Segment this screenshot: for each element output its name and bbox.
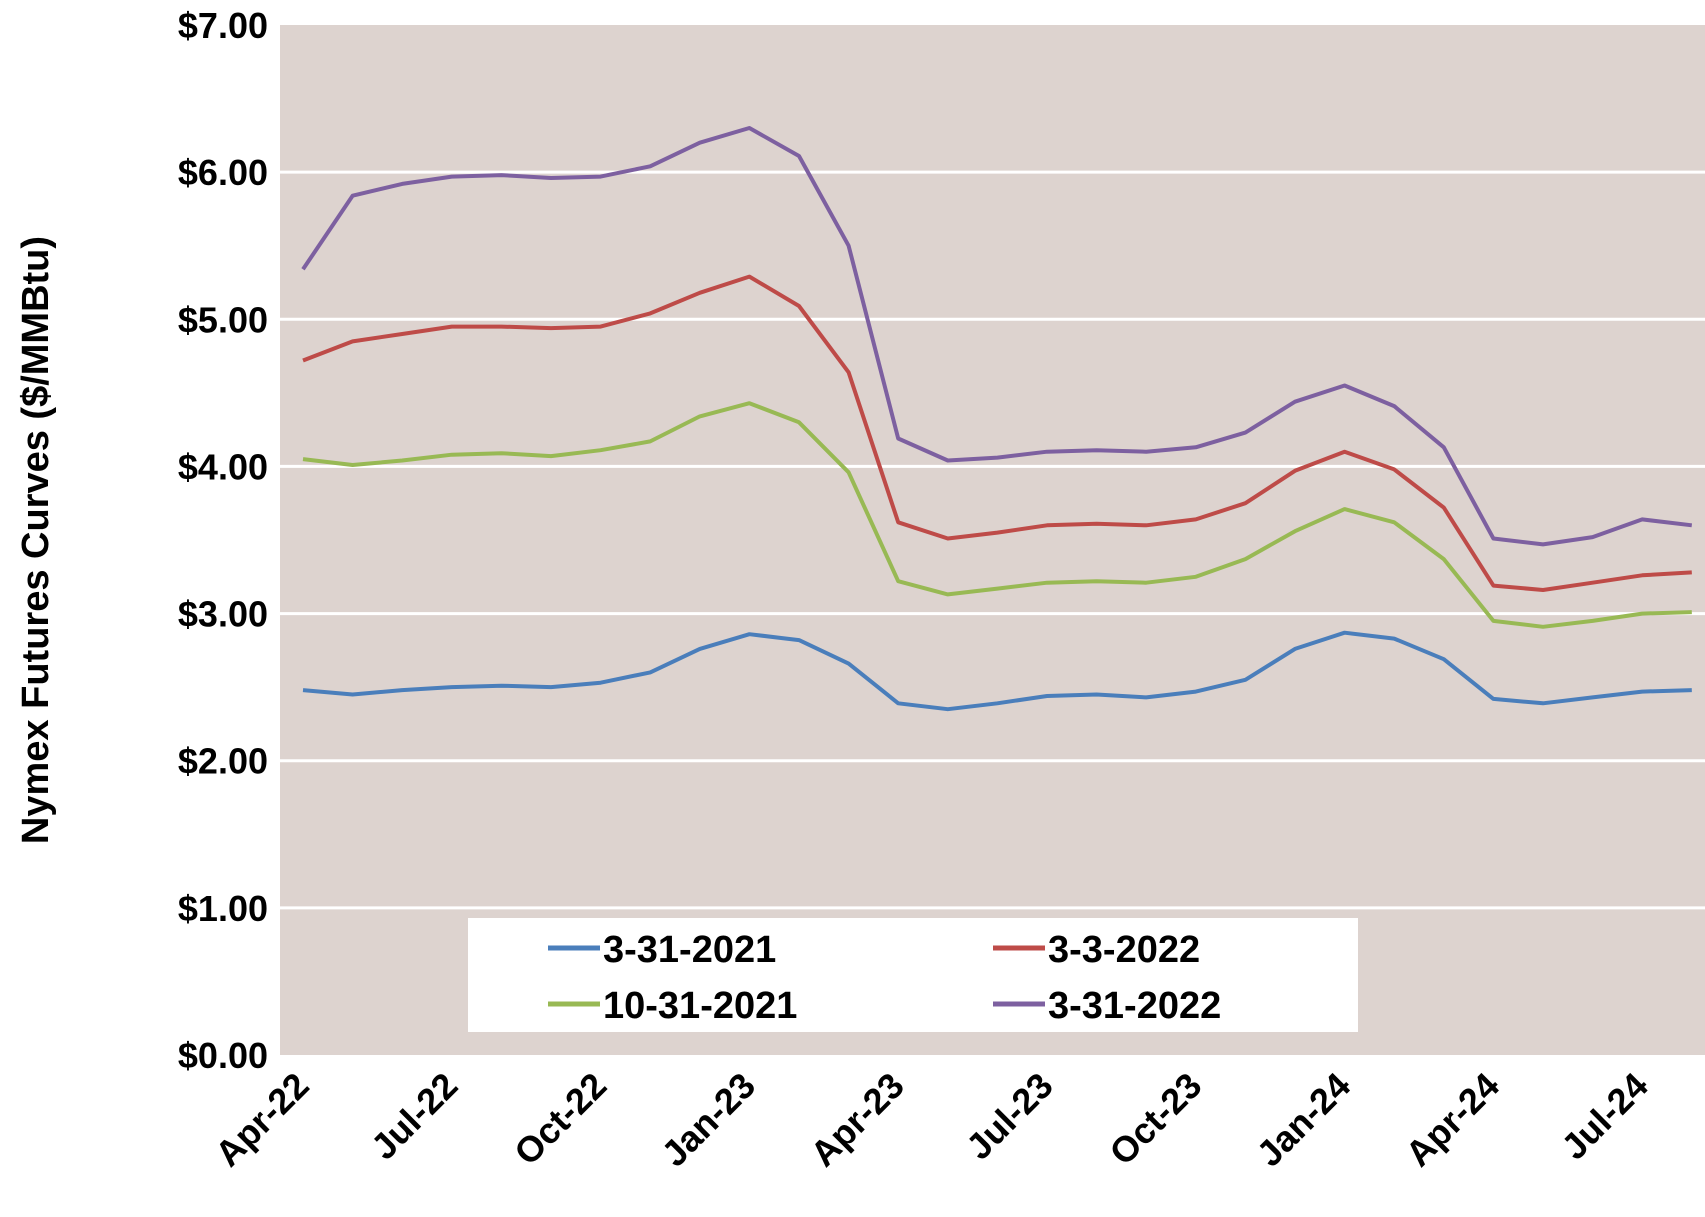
plot-area (280, 25, 1705, 1055)
x-axis-ticks: Apr-22 Jul-22 Oct-22 Jan-23 Apr-23 Jul-23 Oct-… (207, 1065, 1656, 1175)
y-tick-label: $0.00 (178, 1035, 268, 1076)
series-line-3-31-2021 (302, 630, 1692, 712)
y-tick-label: $5.00 (178, 299, 268, 340)
x-tick-label: Jan-24 (1249, 1065, 1359, 1175)
gridlines (280, 170, 1705, 910)
x-tick-label: Jul-23 (958, 1065, 1061, 1168)
legend-box (468, 918, 1358, 1032)
legend-label-3-31-2022: 3-31-2022 (1048, 985, 1221, 1027)
y-tick-label: $6.00 (178, 152, 268, 193)
x-tick-label: Apr-22 (207, 1065, 317, 1175)
x-tick-label: Jul-22 (363, 1065, 466, 1168)
series-line-10-31-2021 (302, 401, 1692, 629)
y-tick-label: $1.00 (178, 888, 268, 929)
y-tick-label: $2.00 (178, 741, 268, 782)
legend-label-3-31-2021: 3-31-2021 (603, 929, 776, 971)
series-line-3-31-2022 (301, 126, 1693, 547)
x-tick-label: Jan-23 (653, 1065, 763, 1175)
legend: 3-31-2021 10-31-2021 3-3-2022 3-31-2022 (468, 918, 1358, 1032)
legend-label-3-3-2022: 3-3-2022 (1048, 929, 1200, 971)
x-tick-label: Apr-23 (802, 1065, 912, 1175)
y-tick-label: $4.00 (178, 446, 268, 487)
y-tick-label: $3.00 (178, 594, 268, 635)
y-axis-ticks: $0.00 $1.00 $2.00 $3.00 $4.00 $5.00 $6.00 $7.00 (178, 5, 268, 1076)
series-line-3-3-2022 (302, 274, 1692, 592)
legend-label-10-31-2021: 10-31-2021 (603, 985, 797, 1027)
x-tick-label: Oct-22 (506, 1065, 614, 1173)
y-axis-label: Nymex Futures Curves ($/MMBtu) (15, 236, 57, 844)
x-tick-label: Apr-24 (1397, 1065, 1507, 1175)
x-tick-label: Jul-24 (1553, 1065, 1656, 1168)
y-tick-label: $7.00 (178, 5, 268, 46)
series-lines (301, 126, 1693, 712)
x-tick-label: Oct-23 (1101, 1065, 1209, 1173)
